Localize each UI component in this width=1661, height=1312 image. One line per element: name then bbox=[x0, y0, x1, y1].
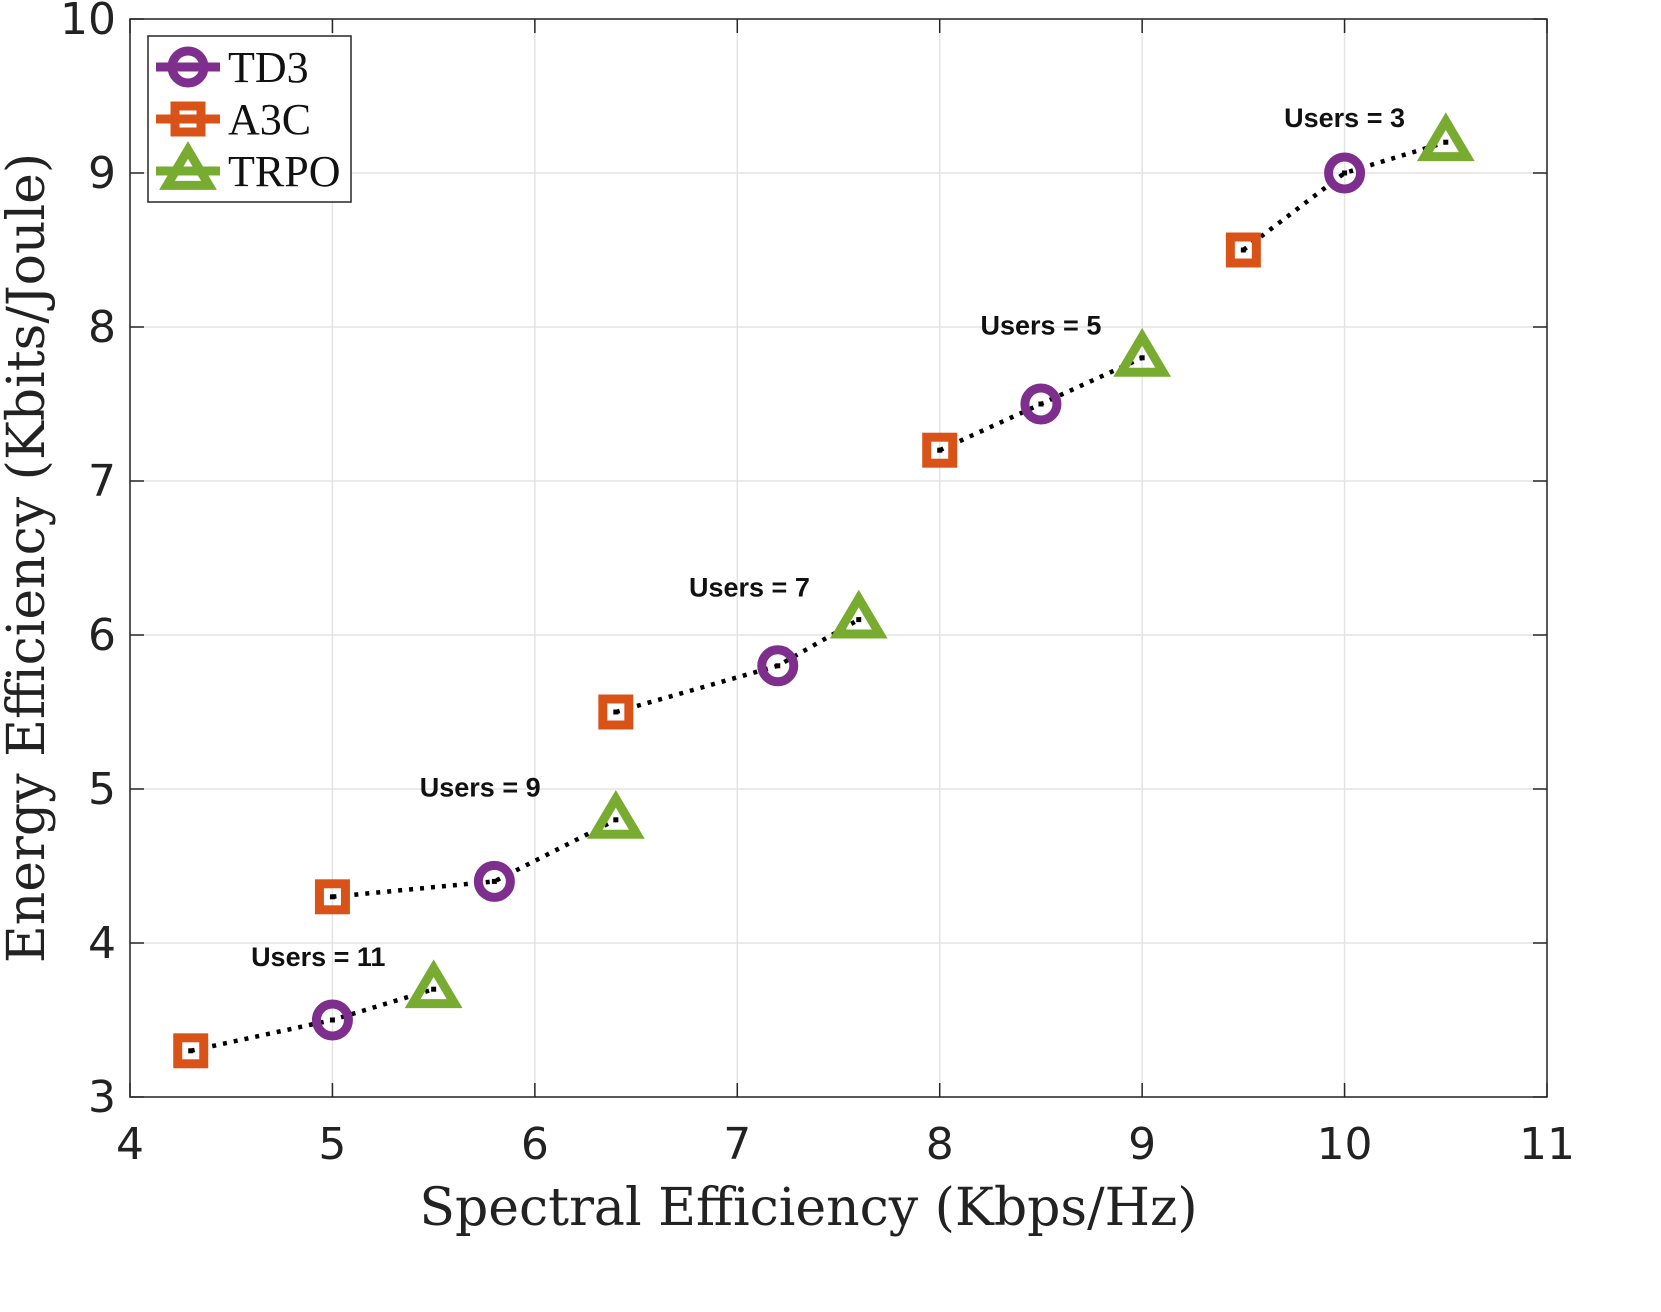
y-axis-title: Energy Efficiency (Kbits/Joule) bbox=[0, 153, 57, 963]
connector-lines bbox=[190, 140, 1447, 1053]
marker-center-dot bbox=[775, 663, 781, 669]
marker-center-dot bbox=[613, 817, 619, 823]
group-label: Users = 5 bbox=[981, 311, 1102, 341]
trpo-marker bbox=[829, 589, 888, 639]
x-axis-title: Spectral Efficiency (Kbps/Hz) bbox=[419, 1178, 1197, 1238]
group-label: Users = 7 bbox=[689, 573, 810, 603]
grid-lines bbox=[129, 18, 1548, 1098]
td3-marker bbox=[757, 645, 799, 687]
y-tick-label: 5 bbox=[88, 764, 116, 815]
marker-center-dot bbox=[188, 1048, 194, 1054]
td3-marker bbox=[1324, 152, 1366, 194]
connector-line bbox=[332, 817, 617, 900]
td3-marker bbox=[473, 860, 515, 902]
a3c-marker bbox=[173, 1033, 209, 1069]
marker-center-dot bbox=[431, 986, 437, 992]
y-tick-label: 7 bbox=[88, 456, 116, 507]
a3c-marker bbox=[314, 879, 350, 915]
legend-label-td3: TD3 bbox=[228, 43, 309, 92]
x-tick-label: 10 bbox=[1317, 1119, 1373, 1170]
a3c-marker bbox=[1225, 232, 1261, 268]
marker-center-dot bbox=[1240, 247, 1246, 253]
y-tick-label: 9 bbox=[88, 148, 116, 199]
marker-center-dot bbox=[1443, 139, 1449, 145]
group-annotations: Users = 11 Users = 9 Users = 7 Users = 5 Use… bbox=[251, 103, 1405, 972]
marker-center-dot bbox=[329, 894, 335, 900]
y-tick-label: 8 bbox=[88, 302, 116, 353]
a3c-marker bbox=[922, 432, 958, 468]
x-tick-label: 9 bbox=[1128, 1119, 1156, 1170]
x-tick-label: 8 bbox=[926, 1119, 954, 1170]
trpo-marker bbox=[404, 959, 463, 1009]
group-label: Users = 3 bbox=[1284, 103, 1405, 133]
trpo-marker bbox=[1113, 327, 1172, 377]
marker-center-dot bbox=[937, 447, 943, 453]
group-label: Users = 9 bbox=[420, 773, 541, 803]
data-markers bbox=[173, 112, 1475, 1069]
marker-center-dot bbox=[613, 709, 619, 715]
marker-center-dot bbox=[1342, 170, 1348, 176]
trpo-marker bbox=[586, 789, 645, 839]
y-tick-label: 6 bbox=[88, 610, 116, 661]
marker-center-dot bbox=[491, 878, 497, 884]
y-tick-label: 3 bbox=[88, 1072, 116, 1123]
x-tick-label: 4 bbox=[116, 1119, 144, 1170]
marker-center-dot bbox=[1139, 355, 1145, 361]
marker-center-dot bbox=[1038, 401, 1044, 407]
marker-center-dot bbox=[329, 1017, 335, 1023]
x-tick-label: 7 bbox=[723, 1119, 751, 1170]
plot-frame bbox=[129, 18, 1548, 1098]
legend-label-a3c: A3C bbox=[228, 95, 311, 144]
legend-marker-trpo bbox=[159, 141, 217, 190]
group-label: Users = 11 bbox=[251, 942, 385, 972]
td3-marker bbox=[1020, 383, 1062, 425]
marker-center-dot bbox=[856, 617, 862, 623]
trpo-marker bbox=[1416, 112, 1475, 162]
legend-marker-a3c bbox=[170, 101, 206, 137]
x-tick-label: 11 bbox=[1519, 1119, 1575, 1170]
y-tick-label: 10 bbox=[60, 0, 116, 45]
legend-marker-td3 bbox=[167, 46, 209, 88]
x-tick-label: 6 bbox=[521, 1119, 549, 1170]
legend-label-trpo: TRPO bbox=[228, 147, 340, 196]
td3-marker bbox=[311, 999, 353, 1041]
x-tick-label: 5 bbox=[318, 1119, 346, 1170]
a3c-marker bbox=[598, 694, 634, 730]
y-tick-label: 4 bbox=[88, 918, 116, 969]
